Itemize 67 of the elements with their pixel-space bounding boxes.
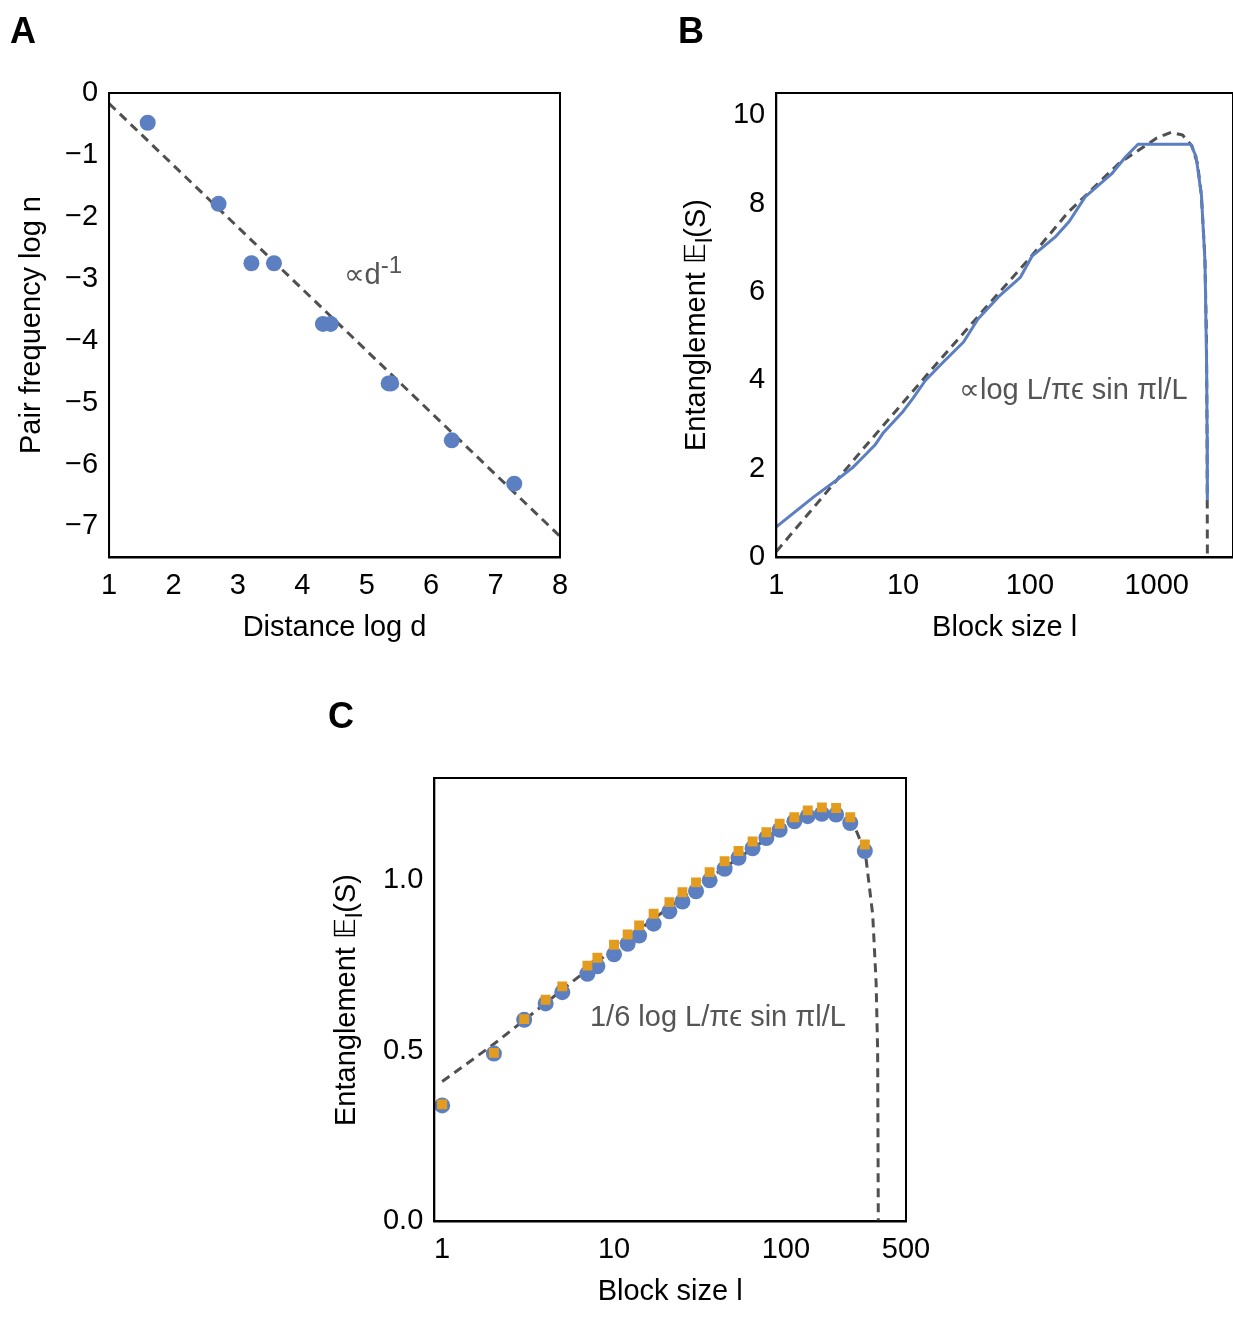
y-tick-label: 6 bbox=[749, 274, 766, 307]
x-axis-title: Block size l bbox=[597, 1273, 743, 1306]
chart-title: A bbox=[10, 10, 36, 52]
x-tick-label: 1 bbox=[768, 567, 785, 600]
y-tick-label: −4 bbox=[64, 322, 99, 355]
chart-title: C bbox=[328, 695, 354, 737]
x-tick-label: 10 bbox=[886, 567, 920, 600]
y-tick-label: −7 bbox=[64, 508, 99, 541]
point bbox=[691, 877, 701, 888]
x-tick-label: 4 bbox=[294, 567, 311, 600]
point bbox=[609, 939, 619, 950]
point bbox=[747, 836, 758, 847]
point bbox=[648, 908, 659, 919]
y-tick-label: 1.0 bbox=[382, 862, 424, 895]
annotation: ∝d$^{-1}$ bbox=[343, 250, 403, 291]
annotation: 1/6 log L/πϵ sin πl/L bbox=[589, 999, 846, 1033]
point bbox=[802, 805, 813, 816]
y-tick-label: 8 bbox=[749, 185, 766, 218]
x-tick-label: 7 bbox=[487, 567, 504, 600]
point bbox=[761, 827, 772, 838]
y-tick-label: 4 bbox=[749, 362, 766, 395]
point bbox=[443, 432, 460, 449]
x-tick-label: 2 bbox=[165, 567, 182, 600]
y-tick-label: 0 bbox=[81, 75, 99, 107]
point bbox=[816, 802, 827, 813]
point bbox=[664, 897, 675, 908]
point bbox=[622, 929, 633, 940]
y-tick-label: 0 bbox=[749, 539, 766, 572]
point bbox=[243, 255, 260, 272]
point bbox=[506, 475, 523, 492]
y-tick-label: −5 bbox=[64, 384, 99, 417]
point bbox=[831, 803, 842, 813]
x-tick-label: 1 bbox=[100, 567, 118, 600]
point bbox=[719, 856, 730, 867]
x-tick-label: 5 bbox=[358, 567, 375, 600]
y-axis-title: Pair frequency log n bbox=[13, 196, 47, 455]
x-tick-label: 10 bbox=[597, 1231, 631, 1264]
point bbox=[139, 114, 156, 131]
x-tick-label: 8 bbox=[551, 567, 569, 600]
annotation: ∝log L/πϵ sin πl/L bbox=[958, 371, 1188, 406]
y-tick-label: −2 bbox=[64, 198, 99, 231]
y-tick-label: 2 bbox=[749, 450, 766, 483]
x-tick-label: 100 bbox=[1005, 567, 1055, 600]
chart-title: B bbox=[678, 10, 704, 52]
x-axis-title: Distance log d bbox=[242, 609, 427, 642]
point bbox=[677, 887, 688, 898]
x-tick-label: 500 bbox=[881, 1231, 931, 1264]
point bbox=[592, 952, 603, 963]
point bbox=[845, 812, 856, 823]
x-tick-label: 3 bbox=[229, 567, 246, 600]
y-tick-label: −1 bbox=[64, 136, 99, 169]
y-tick-label: −3 bbox=[64, 260, 99, 293]
point bbox=[859, 839, 870, 850]
point bbox=[774, 818, 785, 829]
point bbox=[704, 867, 715, 878]
y-tick-label: −6 bbox=[64, 446, 99, 479]
point bbox=[265, 255, 282, 272]
point bbox=[733, 846, 744, 856]
y-tick-label: 0.5 bbox=[382, 1032, 424, 1065]
y-tick-label: 10 bbox=[732, 97, 766, 130]
x-tick-label: 100 bbox=[761, 1231, 811, 1264]
x-tick-label: 1000 bbox=[1124, 567, 1189, 600]
point bbox=[634, 920, 645, 931]
x-tick-label: 1 bbox=[434, 1231, 451, 1264]
point bbox=[210, 195, 227, 212]
y-tick-label: 0.0 bbox=[382, 1203, 424, 1236]
x-axis-title: Block size l bbox=[932, 609, 1078, 642]
